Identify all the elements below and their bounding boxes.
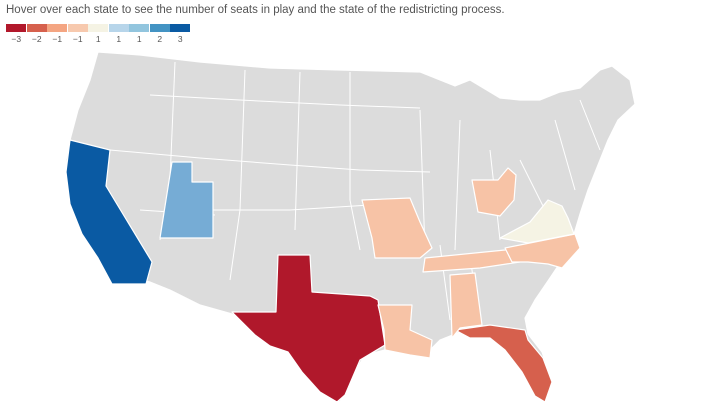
state-missouri[interactable] <box>361 197 433 259</box>
state-north-carolina[interactable] <box>504 233 581 269</box>
state-florida[interactable] <box>454 324 553 403</box>
state-virginia[interactable] <box>499 199 575 244</box>
legend-swatch <box>47 24 68 32</box>
legend-item: −2 <box>26 24 48 44</box>
legend-swatch <box>88 24 109 32</box>
legend-item: −3 <box>6 24 27 44</box>
legend-item: 1 <box>108 24 130 44</box>
legend-swatch <box>6 24 27 32</box>
state-alabama[interactable] <box>449 272 483 339</box>
legend-label: 3 <box>177 34 183 44</box>
legend-item: 2 <box>149 24 171 44</box>
legend-swatch <box>149 24 170 32</box>
legend-label: −2 <box>31 34 42 44</box>
legend-swatch <box>108 24 129 32</box>
legend-swatch <box>67 24 88 32</box>
state-texas[interactable] <box>231 254 386 403</box>
legend-item: −1 <box>47 24 68 44</box>
state-utah[interactable] <box>159 161 214 239</box>
legend-item: −1 <box>67 24 89 44</box>
color-legend: −3 −2 −1 −1 1 1 1 2 3 <box>6 24 191 44</box>
state-ohio[interactable] <box>471 167 517 217</box>
map-instruction: Hover over each state to see the number … <box>6 4 505 16</box>
legend-item: 3 <box>170 24 191 44</box>
state-california[interactable] <box>65 139 153 285</box>
legend-label: 1 <box>95 34 101 44</box>
legend-label: −3 <box>11 34 22 44</box>
state-louisiana[interactable] <box>377 304 433 359</box>
legend-item: 1 <box>129 24 150 44</box>
legend-label: −1 <box>52 34 63 44</box>
legend-label: −1 <box>72 34 83 44</box>
legend-label: 1 <box>116 34 122 44</box>
legend-swatch <box>129 24 150 32</box>
legend-label: 2 <box>157 34 163 44</box>
legend-label: 1 <box>136 34 142 44</box>
legend-swatch <box>170 24 191 32</box>
legend-item: 1 <box>88 24 109 44</box>
legend-swatch <box>26 24 47 32</box>
